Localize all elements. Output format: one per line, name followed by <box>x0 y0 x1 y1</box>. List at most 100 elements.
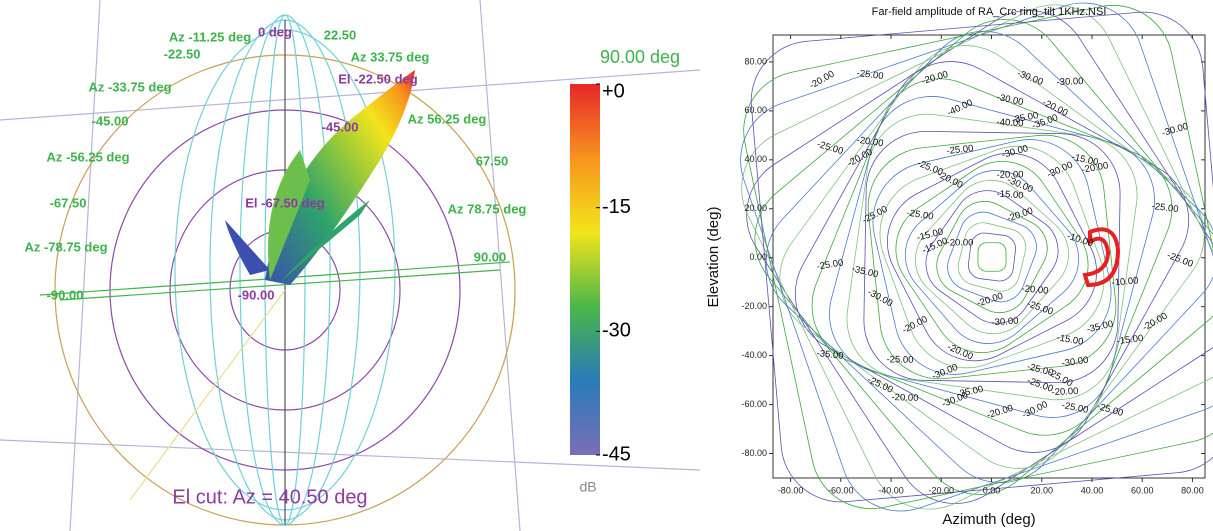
contour-label: -25.00 <box>946 143 974 157</box>
x-tick-label: 20.00 <box>1030 485 1053 495</box>
contour-panel <box>740 2 1213 512</box>
contour-line <box>915 179 1069 335</box>
contour-label: -30.00 <box>930 362 959 382</box>
contour-label: -25.00 <box>1151 201 1179 215</box>
contour-label: -30.00 <box>866 287 895 309</box>
contour-label: -30.00 <box>1020 399 1049 421</box>
contour-label: -20.00 <box>808 69 837 92</box>
colorbar-tick-label: +0 <box>602 80 625 102</box>
contour-label: -20.00 <box>935 169 964 191</box>
chart-title: Far-field amplitude of RA_Crc ring_tilt … <box>872 6 1107 18</box>
contour-line <box>750 11 1213 503</box>
contour-label: -25.00 <box>906 207 934 222</box>
contour-label: -30.00 <box>996 92 1025 108</box>
contour-line <box>741 4 1213 510</box>
contour-line <box>977 242 1007 272</box>
annotation: -45.00 <box>92 113 129 128</box>
y-tick-label: 60.00 <box>744 105 767 115</box>
annotation: Az 33.75 deg <box>351 49 430 64</box>
annotation: -45.00 <box>322 119 359 134</box>
annotation: Az 56.25 deg <box>408 111 487 126</box>
contour-label: -20.00 <box>921 69 950 87</box>
contour-lines <box>740 2 1213 512</box>
contour-line <box>754 19 1213 495</box>
contour-label: -20.00 <box>856 135 884 150</box>
annotation: 90.00 deg <box>600 47 680 67</box>
x-tick-label: 0.00 <box>983 485 1001 495</box>
annotation: El -67.50 deg <box>245 195 325 210</box>
contour-line <box>925 190 1059 324</box>
y-tick-label: -20.00 <box>741 301 767 311</box>
contour-line <box>846 113 1138 401</box>
contour-label: -20.00 <box>891 392 918 404</box>
contour-line <box>879 145 1105 369</box>
contour-line <box>936 200 1048 314</box>
x-tick-label: -60.00 <box>828 485 854 495</box>
x-tick-label: -40.00 <box>878 485 904 495</box>
y-tick-label: -80.00 <box>741 448 767 458</box>
x-tick-label: -20.00 <box>929 485 955 495</box>
contour-line <box>779 45 1205 469</box>
colorbar-tick-label: -45 <box>602 443 631 465</box>
contour-line <box>829 96 1155 418</box>
x-tick-label: 40.00 <box>1081 485 1104 495</box>
contour-line <box>794 61 1190 453</box>
contour-label: -40.00 <box>945 97 974 118</box>
contour-line <box>740 2 1213 512</box>
y-axis-label: Elevation (deg) <box>705 207 722 308</box>
peak-contour <box>1082 227 1121 288</box>
contour-line <box>743 4 1213 510</box>
contour-line <box>947 211 1037 303</box>
contour-label: -30.00 <box>1056 76 1083 88</box>
contour-label: -25.00 <box>886 354 913 365</box>
annotation: 90.00 <box>474 249 507 264</box>
contour-label: -15.00 <box>1056 332 1084 348</box>
y-tick-label: 40.00 <box>744 154 767 164</box>
contour-line <box>904 170 1080 344</box>
x-tick-label: 80.00 <box>1181 485 1204 495</box>
contour-label: -20.00 <box>901 314 930 336</box>
contour-label: -30.00 <box>1015 68 1044 88</box>
annotation: -22.50 <box>164 46 201 61</box>
contour-label: -25.00 <box>816 139 845 157</box>
colorbar-tick-label: -30 <box>602 320 631 342</box>
contour-label: -40.00 <box>996 117 1023 129</box>
contour-line <box>811 78 1173 436</box>
contour-label: -30.00 <box>940 390 969 410</box>
annotation: -90.00 <box>238 287 275 302</box>
annotation: Az -56.25 deg <box>46 149 129 164</box>
contour-label: -20.00 <box>1051 386 1078 398</box>
contour-label: -20.00 <box>1021 283 1049 296</box>
y-tick-label: 80.00 <box>744 56 767 66</box>
contour-label: -20.00 <box>986 403 1015 421</box>
contour-label: -30.00 <box>1061 355 1089 370</box>
annotation: -90.00 <box>47 287 84 302</box>
contour-label: -25.00 <box>816 257 844 272</box>
contour-line <box>957 222 1027 292</box>
x-tick-label: -80.00 <box>778 485 804 495</box>
annotation: Az -11.25 deg <box>169 29 251 44</box>
x-tick-label: 60.00 <box>1131 485 1154 495</box>
contour-label: -35.00 <box>956 384 985 400</box>
x-axis-label: Azimuth (deg) <box>942 511 1035 528</box>
colorbar-tick-label: -15 <box>602 196 631 218</box>
contour-label: -20.00 <box>996 169 1023 180</box>
contour-line <box>872 139 1112 375</box>
contour-label: -20.00 <box>1081 160 1109 176</box>
contour-label: -15.00 <box>996 189 1024 202</box>
contour-label: -10.00 <box>1111 275 1139 288</box>
contour-label: -25.00 <box>1061 400 1090 416</box>
annotation: 22.50 <box>324 27 357 42</box>
contour-label: -30.00 <box>991 316 1019 329</box>
y-tick-label: -60.00 <box>741 399 767 409</box>
annotation: Az 78.75 deg <box>448 201 527 216</box>
contour-label: -25.00 <box>1096 401 1125 419</box>
contour-label: -30.00 <box>1161 121 1190 139</box>
contour-label: -15.00 <box>1116 333 1144 347</box>
annotation: Az -78.75 deg <box>24 239 107 254</box>
contour-label: -25.00 <box>1165 250 1194 270</box>
contour-line <box>968 232 1016 282</box>
pattern-panel <box>0 0 701 531</box>
